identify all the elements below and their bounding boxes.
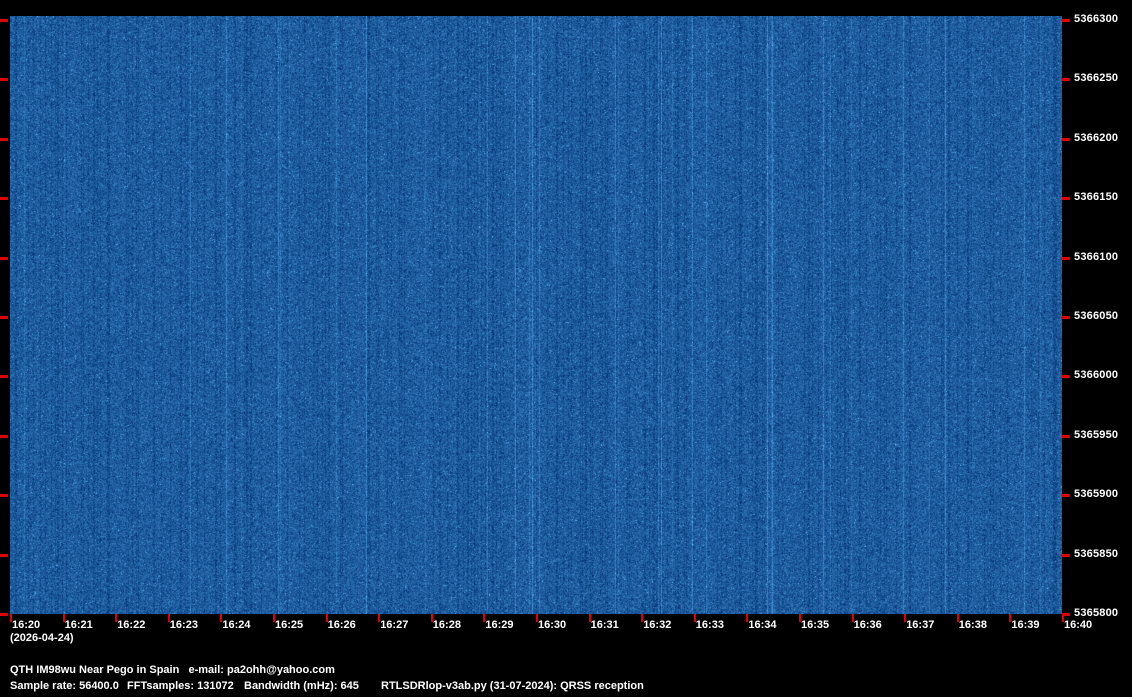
y-tick-label: 5365900 — [1074, 488, 1118, 500]
y-tick-right — [1062, 435, 1070, 438]
y-tick-label: 5366250 — [1074, 72, 1118, 84]
y-tick-left — [0, 613, 8, 616]
spectrogram-plot — [10, 16, 1062, 614]
x-tick-label: 16:23 — [170, 619, 198, 631]
qth-info: QTH IM98wu Near Pego in Spain e-mail: pa… — [10, 664, 335, 676]
y-tick-right — [1062, 554, 1070, 557]
x-tick-label: 16:30 — [538, 619, 566, 631]
y-tick-right — [1062, 138, 1070, 141]
x-tick-label: 16:32 — [643, 619, 671, 631]
x-tick-label: 16:27 — [380, 619, 408, 631]
y-tick-label: 5366100 — [1074, 251, 1118, 263]
y-tick-left — [0, 19, 8, 22]
y-tick-label: 5365800 — [1074, 607, 1118, 619]
y-tick-label: 5365950 — [1074, 429, 1118, 441]
date-label: (2026-04-24) — [10, 632, 74, 644]
x-tick-label: 16:29 — [485, 619, 513, 631]
y-tick-right — [1062, 19, 1070, 22]
x-tick-label: 16:31 — [591, 619, 619, 631]
x-tick-label: 16:34 — [748, 619, 776, 631]
x-tick-label: 16:22 — [117, 619, 145, 631]
y-tick-left — [0, 375, 8, 378]
x-tick-label: 16:39 — [1011, 619, 1039, 631]
y-tick-right — [1062, 316, 1070, 319]
y-tick-label: 5366300 — [1074, 13, 1118, 25]
x-tick-label: 16:36 — [854, 619, 882, 631]
x-tick-label: 16:21 — [65, 619, 93, 631]
x-tick-label: 16:26 — [328, 619, 356, 631]
y-tick-right — [1062, 197, 1070, 200]
x-tick-label: 16:28 — [433, 619, 461, 631]
y-tick-label: 5366050 — [1074, 310, 1118, 322]
y-tick-left — [0, 435, 8, 438]
x-tick-label: 16:35 — [801, 619, 829, 631]
y-tick-left — [0, 257, 8, 260]
y-tick-left — [0, 494, 8, 497]
y-tick-left — [0, 78, 8, 81]
program-info: RTLSDRlop-v3ab.py (31-07-2024): QRSS rec… — [381, 680, 644, 692]
sample-rate: Sample rate: 56400.0 — [10, 680, 119, 692]
y-tick-right — [1062, 257, 1070, 260]
x-tick-label: 16:20 — [12, 619, 40, 631]
fft-samples: FFTsamples: 131072 — [127, 680, 234, 692]
x-tick-label: 16:40 — [1064, 619, 1092, 631]
y-tick-right — [1062, 78, 1070, 81]
x-tick-label: 16:33 — [696, 619, 724, 631]
y-tick-left — [0, 316, 8, 319]
y-tick-right — [1062, 375, 1070, 378]
x-tick-label: 16:37 — [906, 619, 934, 631]
y-tick-label: 5366000 — [1074, 369, 1118, 381]
y-tick-left — [0, 138, 8, 141]
bandwidth: Bandwidth (mHz): 645 — [244, 680, 359, 692]
y-tick-left — [0, 197, 8, 200]
x-tick-label: 16:38 — [959, 619, 987, 631]
y-tick-left — [0, 554, 8, 557]
y-tick-label: 5365850 — [1074, 548, 1118, 560]
x-tick-label: 16:24 — [222, 619, 250, 631]
y-tick-right — [1062, 494, 1070, 497]
y-tick-label: 5366200 — [1074, 132, 1118, 144]
x-tick-label: 16:25 — [275, 619, 303, 631]
y-tick-label: 5366150 — [1074, 191, 1118, 203]
